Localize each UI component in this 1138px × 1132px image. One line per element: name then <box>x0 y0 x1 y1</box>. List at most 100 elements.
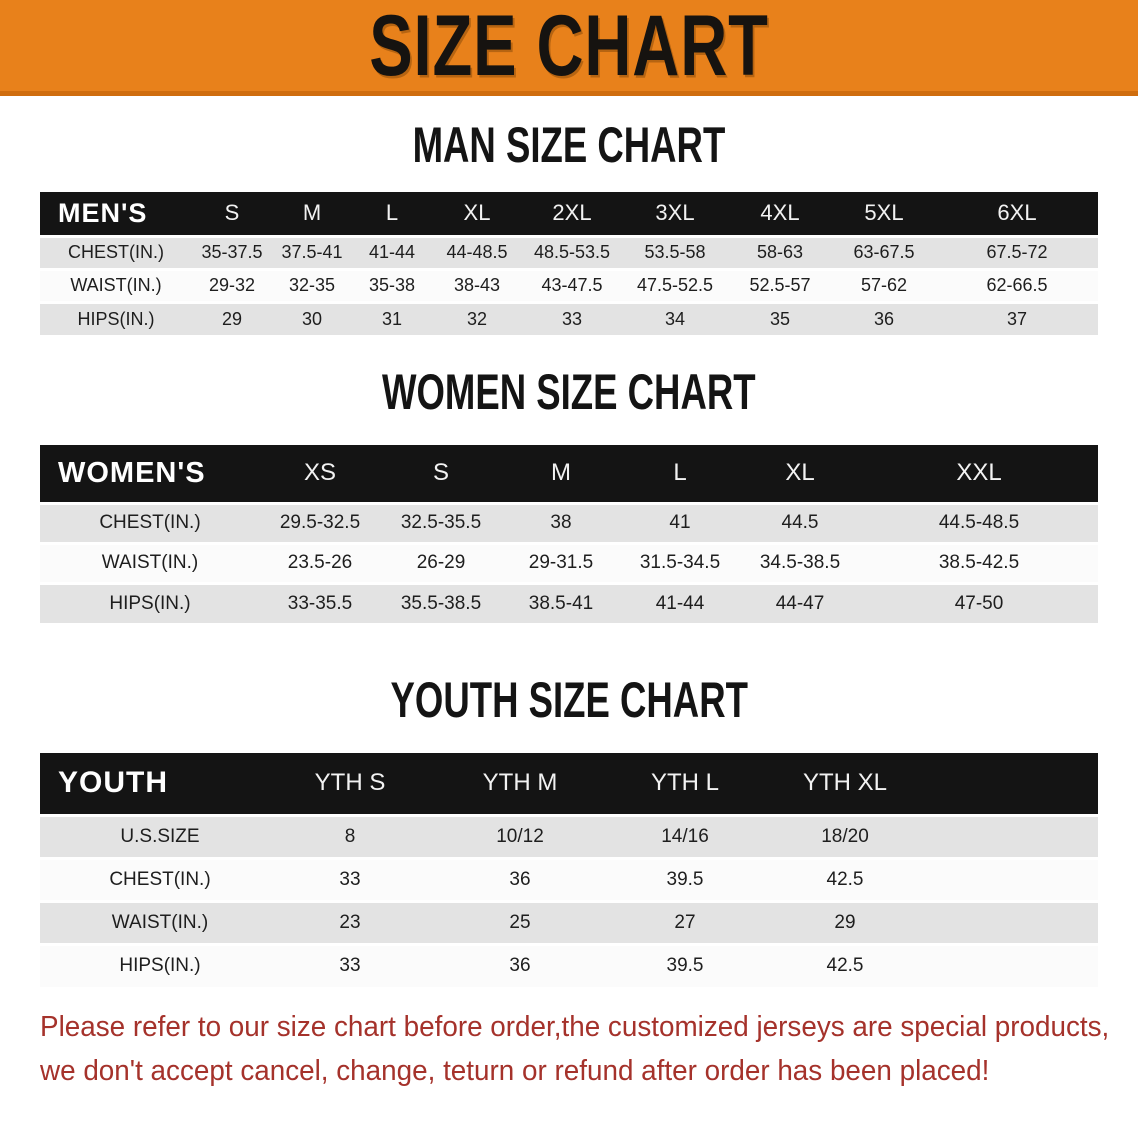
measurement-value: 36 <box>832 300 936 335</box>
measurement-row-label: CHEST(IN.) <box>40 501 260 543</box>
measurement-value: 29 <box>750 899 940 944</box>
size-column-header: M <box>272 192 352 236</box>
spacer-cell <box>940 856 1098 901</box>
spacer-cell <box>940 813 1098 858</box>
spacer-cell <box>940 899 1098 944</box>
measurement-value: 26-29 <box>380 541 502 583</box>
measurement-value: 38-43 <box>432 267 522 302</box>
measurement-value: 10/12 <box>420 813 620 858</box>
measurement-value: 37 <box>936 300 1098 335</box>
measurement-value: 41-44 <box>352 234 432 269</box>
size-table-grid: MEN'S S M L XL 2XL 3XL 4XL 5XL 6XL CHEST(IN.) 35-37… <box>40 192 1098 335</box>
measurement-value: 25 <box>420 899 620 944</box>
man-size-chart-heading: MAN SIZE CHART <box>0 118 1138 174</box>
table-header-row: YOUTH YTH S YTH M YTH L YTH XL <box>40 753 1098 815</box>
measurement-row-label: HIPS(IN.) <box>40 942 280 987</box>
disclaimer-line-1: Please refer to our size chart before or… <box>40 1011 1110 1043</box>
measurement-value: 48.5-53.5 <box>522 234 622 269</box>
youth-size-chart-heading: YOUTH SIZE CHART <box>0 673 1138 729</box>
measurement-value: 27 <box>620 899 750 944</box>
measurement-value: 18/20 <box>750 813 940 858</box>
table-row: HIPS(IN.) 33 36 39.5 42.5 <box>40 942 1098 987</box>
measurement-value: 38.5-41 <box>502 581 620 623</box>
measurement-value: 39.5 <box>620 942 750 987</box>
measurement-value: 42.5 <box>750 856 940 901</box>
spacer-cell <box>940 753 1098 815</box>
man-size-chart-heading-text: MAN SIZE CHART <box>412 118 726 174</box>
size-column-header: 5XL <box>832 192 936 236</box>
measurement-value: 44.5 <box>740 501 860 543</box>
measurement-value: 14/16 <box>620 813 750 858</box>
measurement-row-label: WAIST(IN.) <box>40 541 260 583</box>
measurement-value: 58-63 <box>728 234 832 269</box>
measurement-value: 33 <box>280 856 420 901</box>
size-table-grid: WOMEN'S XS S M L XL XXL CHEST(IN.) 29.5-32.5 32.5… <box>40 445 1098 623</box>
measurement-value: 29.5-32.5 <box>260 501 380 543</box>
size-column-header: XL <box>432 192 522 236</box>
size-column-header: L <box>352 192 432 236</box>
measurement-value: 29 <box>192 300 272 335</box>
measurement-value: 32.5-35.5 <box>380 501 502 543</box>
measurement-row-label: U.S.SIZE <box>40 813 280 858</box>
measurement-value: 33 <box>522 300 622 335</box>
measurement-row-label: WAIST(IN.) <box>40 267 192 302</box>
measurement-row-label: HIPS(IN.) <box>40 581 260 623</box>
table-row: WAIST(IN.) 29-32 32-35 35-38 38-43 43-47.5 47.… <box>40 267 1098 302</box>
men-size-section: MAN SIZE CHART MEN'S S M L XL 2XL 3XL 4XL 5XL 6XL… <box>0 118 1138 335</box>
measurement-value: 34 <box>622 300 728 335</box>
order-disclaimer: Please refer to our size chart before or… <box>40 1005 1138 1093</box>
table-row: WAIST(IN.) 23.5-26 26-29 29-31.5 31.5-34.5 34… <box>40 541 1098 583</box>
table-row: U.S.SIZE 8 10/12 14/16 18/20 <box>40 813 1098 858</box>
size-column-header: YTH S <box>280 753 420 815</box>
table-group-label: MEN'S <box>40 192 192 236</box>
size-column-header: 6XL <box>936 192 1098 236</box>
measurement-row-label: CHEST(IN.) <box>40 856 280 901</box>
measurement-value: 32 <box>432 300 522 335</box>
size-column-header: 2XL <box>522 192 622 236</box>
measurement-value: 35 <box>728 300 832 335</box>
measurement-value: 47.5-52.5 <box>622 267 728 302</box>
table-header-row: WOMEN'S XS S M L XL XXL <box>40 445 1098 503</box>
measurement-row-label: WAIST(IN.) <box>40 899 280 944</box>
measurement-value: 36 <box>420 856 620 901</box>
size-table-grid: YOUTH YTH S YTH M YTH L YTH XL U.S.SIZE 8 10/12… <box>40 753 1098 987</box>
table-row: CHEST(IN.) 35-37.5 37.5-41 41-44 44-48.5 48.5… <box>40 234 1098 269</box>
measurement-value: 42.5 <box>750 942 940 987</box>
measurement-value: 43-47.5 <box>522 267 622 302</box>
measurement-value: 33-35.5 <box>260 581 380 623</box>
measurement-value: 23.5-26 <box>260 541 380 583</box>
women-size-chart-heading-text: WOMEN SIZE CHART <box>382 365 756 421</box>
table-row: WAIST(IN.) 23 25 27 29 <box>40 899 1098 944</box>
measurement-value: 34.5-38.5 <box>740 541 860 583</box>
size-column-header: XS <box>260 445 380 503</box>
measurement-value: 62-66.5 <box>936 267 1098 302</box>
measurement-value: 33 <box>280 942 420 987</box>
size-column-header: YTH L <box>620 753 750 815</box>
measurement-value: 36 <box>420 942 620 987</box>
measurement-value: 39.5 <box>620 856 750 901</box>
size-column-header: 3XL <box>622 192 728 236</box>
measurement-value: 41 <box>620 501 740 543</box>
measurement-value: 63-67.5 <box>832 234 936 269</box>
spacer-cell <box>940 942 1098 987</box>
measurement-value: 37.5-41 <box>272 234 352 269</box>
measurement-value: 38 <box>502 501 620 543</box>
size-column-header: M <box>502 445 620 503</box>
measurement-row-label: HIPS(IN.) <box>40 300 192 335</box>
size-column-header: S <box>192 192 272 236</box>
measurement-value: 53.5-58 <box>622 234 728 269</box>
measurement-value: 35-38 <box>352 267 432 302</box>
table-row: HIPS(IN.) 33-35.5 35.5-38.5 38.5-41 41-44 44-… <box>40 581 1098 623</box>
table-header-row: MEN'S S M L XL 2XL 3XL 4XL 5XL 6XL <box>40 192 1098 236</box>
measurement-value: 44-47 <box>740 581 860 623</box>
measurement-value: 35-37.5 <box>192 234 272 269</box>
measurement-value: 8 <box>280 813 420 858</box>
measurement-value: 32-35 <box>272 267 352 302</box>
size-column-header: YTH M <box>420 753 620 815</box>
table-group-label: YOUTH <box>40 753 280 815</box>
table-row: CHEST(IN.) 33 36 39.5 42.5 <box>40 856 1098 901</box>
measurement-value: 30 <box>272 300 352 335</box>
measurement-value: 47-50 <box>860 581 1098 623</box>
measurement-value: 35.5-38.5 <box>380 581 502 623</box>
